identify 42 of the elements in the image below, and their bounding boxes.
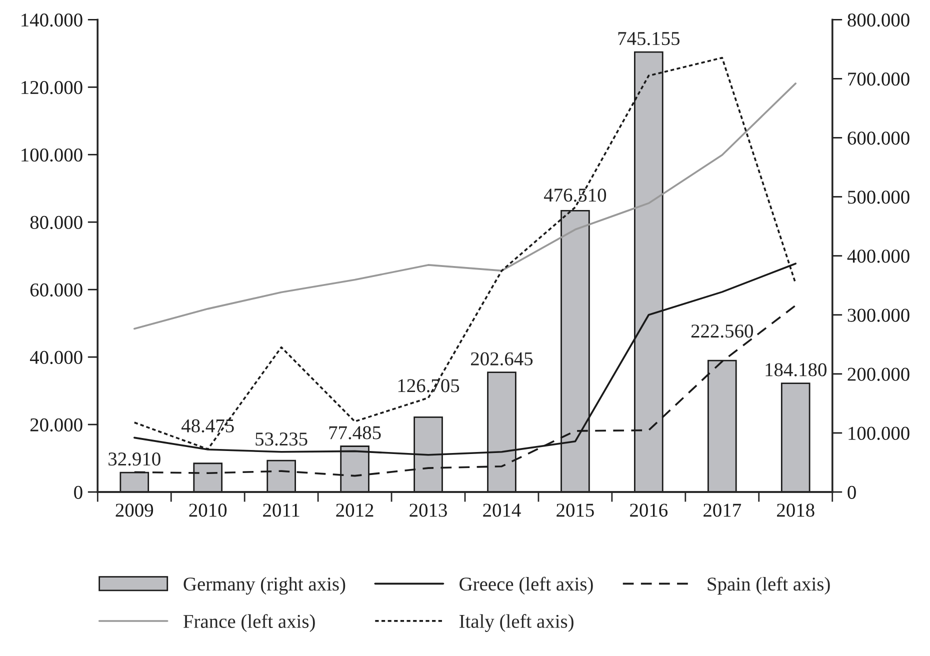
legend-label: Italy (left axis) — [459, 614, 574, 632]
y2-tick-label: 500.000 — [848, 190, 910, 204]
y2-tick-label: 100.000 — [848, 426, 910, 440]
x-tick-label: 2016 — [630, 504, 668, 517]
y-tick-label: 40.000 — [30, 350, 82, 364]
data-label: 32.910 — [108, 452, 160, 466]
y-tick-label: 60.000 — [30, 283, 82, 297]
x-tick-label: 2018 — [777, 504, 814, 517]
y-tick-label: 0 — [74, 486, 82, 499]
y2-tick-label: 400.000 — [847, 250, 910, 263]
data-label: 202.645 — [470, 352, 533, 366]
data-label: 48.475 — [182, 419, 234, 433]
data-label: 184.180 — [766, 363, 826, 376]
data-label: 77.485 — [329, 426, 381, 440]
y-tick-label: 80.000 — [30, 216, 82, 230]
x-tick-label: 2013 — [410, 504, 447, 517]
x-tick-label: 2009 — [116, 504, 154, 517]
y-tick-label: 100.000 — [22, 148, 82, 162]
y-tick-label: 140.000 — [22, 13, 82, 27]
y2-tick-label: 700.000 — [848, 72, 910, 86]
data-label: 53.235 — [256, 432, 308, 446]
legend-label: Greece (left axis) — [460, 576, 593, 595]
y2-tick-label: 200.000 — [848, 368, 910, 381]
x-tick-label: 2012 — [336, 504, 374, 517]
x-tick-label: 2010 — [189, 504, 227, 517]
y2-tick-label: 600.000 — [848, 132, 910, 145]
data-label: 126.705 — [398, 379, 460, 392]
y-tick-label: 20.000 — [30, 418, 82, 432]
x-tick-label: 2014 — [483, 504, 521, 517]
y2-tick-label: 300.000 — [848, 308, 910, 322]
data-label: 476.510 — [544, 188, 606, 202]
x-tick-label: 2011 — [263, 504, 300, 517]
x-tick-label: 2015 — [556, 504, 594, 517]
y2-tick-label: 800.000 — [848, 13, 910, 27]
y-tick-label: 120.000 — [22, 80, 82, 94]
data-label: 745.155 — [618, 32, 680, 46]
legend-label: Spain (left axis) — [708, 576, 830, 595]
data-label: 222.560 — [691, 324, 753, 338]
y2-tick-label: 0 — [848, 486, 856, 499]
x-tick-label: 2017 — [704, 504, 742, 517]
legend-label: France (left axis) — [183, 614, 315, 632]
legend-label: Germany (right axis) — [184, 576, 346, 595]
